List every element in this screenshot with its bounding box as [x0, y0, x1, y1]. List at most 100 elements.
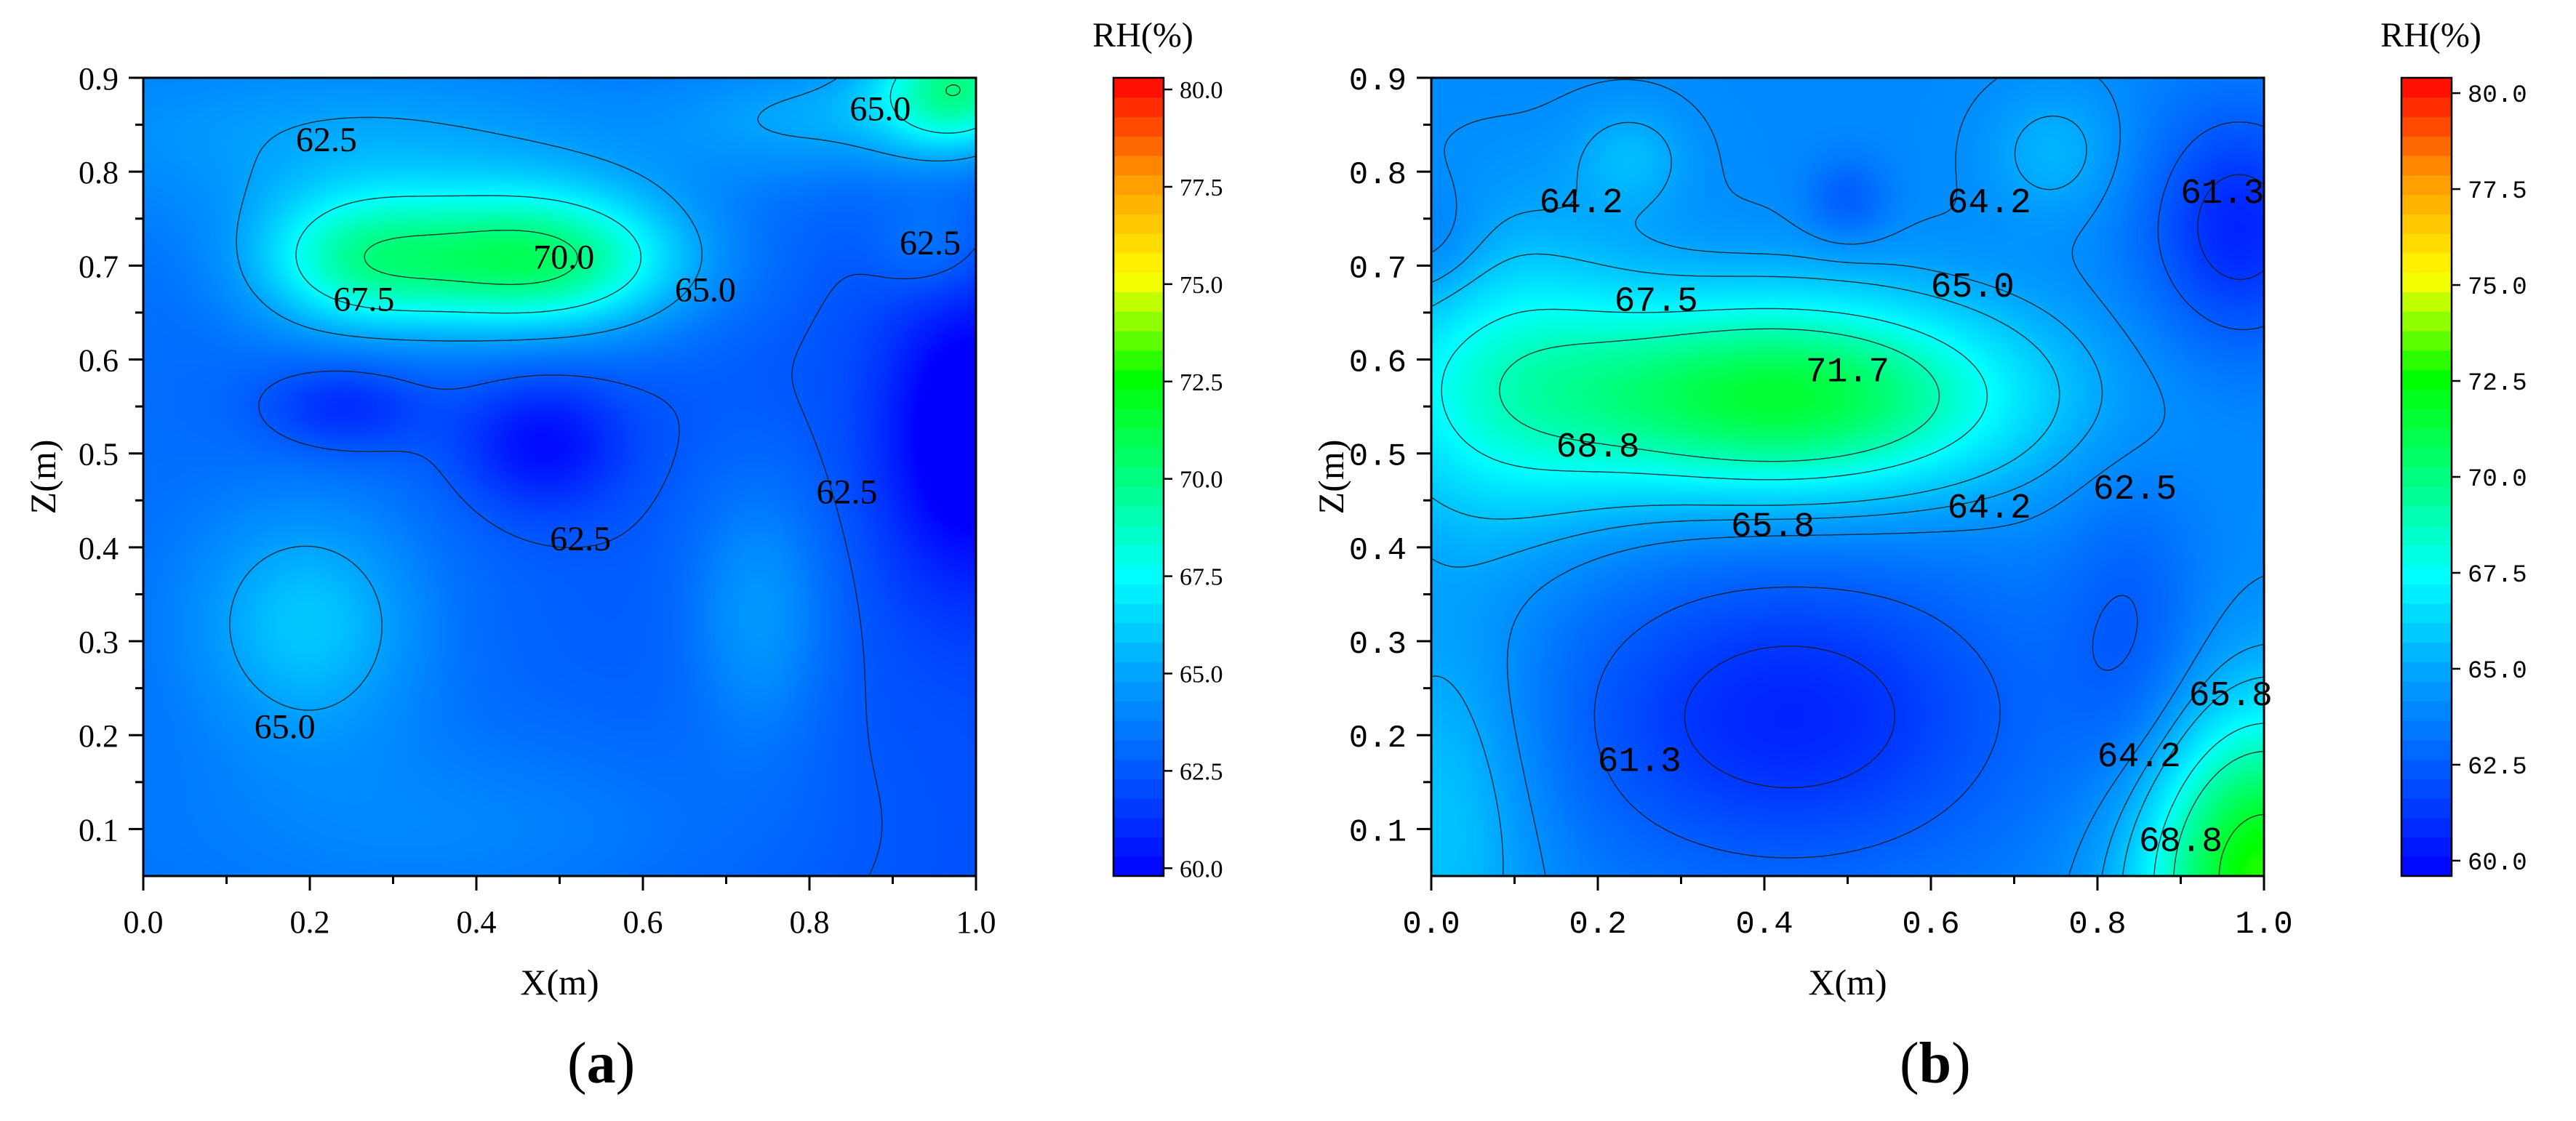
colorbar-step [2401, 817, 2452, 837]
colorbar-step [2401, 194, 2452, 214]
colorbar-step [2401, 174, 2452, 196]
colorbar-step [2401, 642, 2452, 662]
colorbar-step [1113, 758, 1164, 779]
y-tick-label: 0.6 [1349, 345, 1407, 382]
colorbar-step [1113, 836, 1164, 857]
colorbar-frame [1112, 76, 1165, 877]
contour-label: 65.8 [2189, 677, 2273, 716]
colorbar-tick-label: 80.0 [2468, 82, 2527, 110]
panel-label-a: (a) [567, 1032, 636, 1096]
colorbar-step [2401, 77, 2452, 98]
colorbar-step [1113, 155, 1164, 176]
y-tick-label: 0.7 [79, 249, 119, 284]
contour-label: 64.2 [1948, 184, 2031, 223]
colorbar-step [1113, 564, 1164, 584]
colorbar-step [1113, 116, 1164, 137]
colorbar-step [1113, 700, 1164, 721]
colorbar-tick-label: 70.0 [1180, 467, 1223, 494]
x-axis-title: X(m) [1808, 962, 1887, 1003]
heatmap-fill [143, 78, 976, 876]
colorbar: 60.0 62.5 65.0 67.5 70.0 72.5 75.0 77.5 80.0 RH(%… [2380, 16, 2527, 877]
x-axis: 0.0 0.2 0.4 0.6 0.8 1.0 [124, 876, 996, 940]
contour-label: 62.5 [817, 473, 878, 511]
contour-label: 61.3 [1598, 743, 1681, 782]
colorbar-tick-label: 77.5 [1180, 174, 1223, 201]
colorbar-step [1113, 603, 1164, 624]
contour-label: 62.5 [900, 224, 961, 262]
colorbar-tick-label: 65.0 [1180, 661, 1223, 688]
y-tick-label: 0.1 [1349, 814, 1407, 851]
y-tick-label: 0.4 [1349, 533, 1407, 569]
colorbar-step [2401, 486, 2452, 507]
colorbar-step [1113, 194, 1164, 214]
colorbar-step [1113, 213, 1164, 234]
contour-label: 68.8 [1556, 428, 1639, 467]
colorbar-step [2401, 778, 2452, 799]
colorbar-step [2401, 447, 2452, 468]
x-tick-label: 0.6 [623, 904, 663, 940]
colorbar-step [1113, 817, 1164, 837]
colorbar-step [1113, 447, 1164, 468]
colorbar-step [1113, 388, 1164, 409]
y-tick-label: 0.6 [79, 343, 119, 379]
colorbar-step [2401, 758, 2452, 779]
colorbar-step [1113, 778, 1164, 799]
colorbar-step [2401, 661, 2452, 682]
x-tick-label: 0.2 [1569, 907, 1626, 943]
heatmap-fill [1431, 78, 2264, 876]
colorbar: 60.0 62.5 65.0 67.5 70.0 72.5 75.0 77.5 80.0 RH(%… [1092, 16, 1223, 883]
x-tick-label: 0.8 [790, 904, 830, 940]
contour-label: 71.7 [1806, 353, 1889, 392]
x-tick-label: 0.4 [457, 904, 497, 940]
contour-label: 64.2 [2097, 738, 2181, 777]
x-tick-label: 0.0 [1402, 907, 1460, 943]
colorbar-tick-label: 62.5 [2468, 754, 2527, 782]
contour-label: 65.0 [255, 707, 316, 746]
colorbar-step [1113, 739, 1164, 760]
colorbar-step [2401, 797, 2452, 819]
y-tick-label: 0.3 [1349, 627, 1407, 663]
y-tick-label: 0.2 [1349, 720, 1407, 757]
colorbar-step [2401, 603, 2452, 624]
x-tick-label: 0.2 [290, 904, 330, 940]
colorbar-step [1113, 135, 1164, 156]
colorbar-tick-label: 70.0 [2468, 466, 2527, 494]
y-axis: 0.1 0.2 0.3 0.4 0.5 0.6 0.7 0.8 0.9 [1349, 63, 1431, 851]
colorbar-step [2401, 135, 2452, 156]
y-tick-label: 0.4 [79, 531, 119, 566]
contour-line [2218, 813, 2263, 875]
contour-label: 65.8 [1731, 508, 1815, 547]
colorbar-tick-label: 62.5 [1180, 758, 1223, 785]
colorbar-tick-label: 72.5 [1180, 369, 1223, 396]
contour-line [364, 84, 961, 285]
colorbar-step [2401, 622, 2452, 643]
colorbar-step [1113, 77, 1164, 98]
colorbar-step [1113, 720, 1164, 741]
colorbar-step [2401, 836, 2452, 857]
contour-line [1499, 328, 2263, 875]
colorbar-step [2401, 388, 2452, 409]
y-tick-label: 0.1 [79, 812, 119, 848]
contour-lines [229, 79, 975, 875]
colorbar-step [2401, 97, 2452, 118]
x-tick-label: 0.8 [2068, 907, 2126, 943]
colorbar-step [2401, 292, 2452, 312]
colorbar-step [1113, 797, 1164, 819]
x-axis-title: X(m) [520, 962, 599, 1003]
y-tick-label: 0.5 [79, 437, 119, 473]
contour-label: 68.8 [2139, 822, 2223, 861]
x-tick-label: 0.4 [1735, 907, 1793, 943]
colorbar-tick-label: 60.0 [2468, 850, 2527, 877]
colorbar-step [1113, 174, 1164, 196]
colorbar-tick-label: 60.0 [1180, 856, 1223, 883]
colorbar-tick-label: 75.0 [2468, 274, 2527, 302]
contour-chart-b: 64.2 64.2 61.367.5 65.071.768.862.564.265.8… [1311, 16, 2527, 1003]
colorbar-tick-label: 72.5 [2468, 370, 2527, 398]
colorbar-step [1113, 505, 1164, 526]
colorbar-step [2401, 310, 2452, 332]
contour-line [1441, 308, 2263, 875]
contour-label: 67.5 [1615, 283, 1698, 322]
colorbar-step [2401, 700, 2452, 721]
colorbar-step [1113, 856, 1164, 877]
